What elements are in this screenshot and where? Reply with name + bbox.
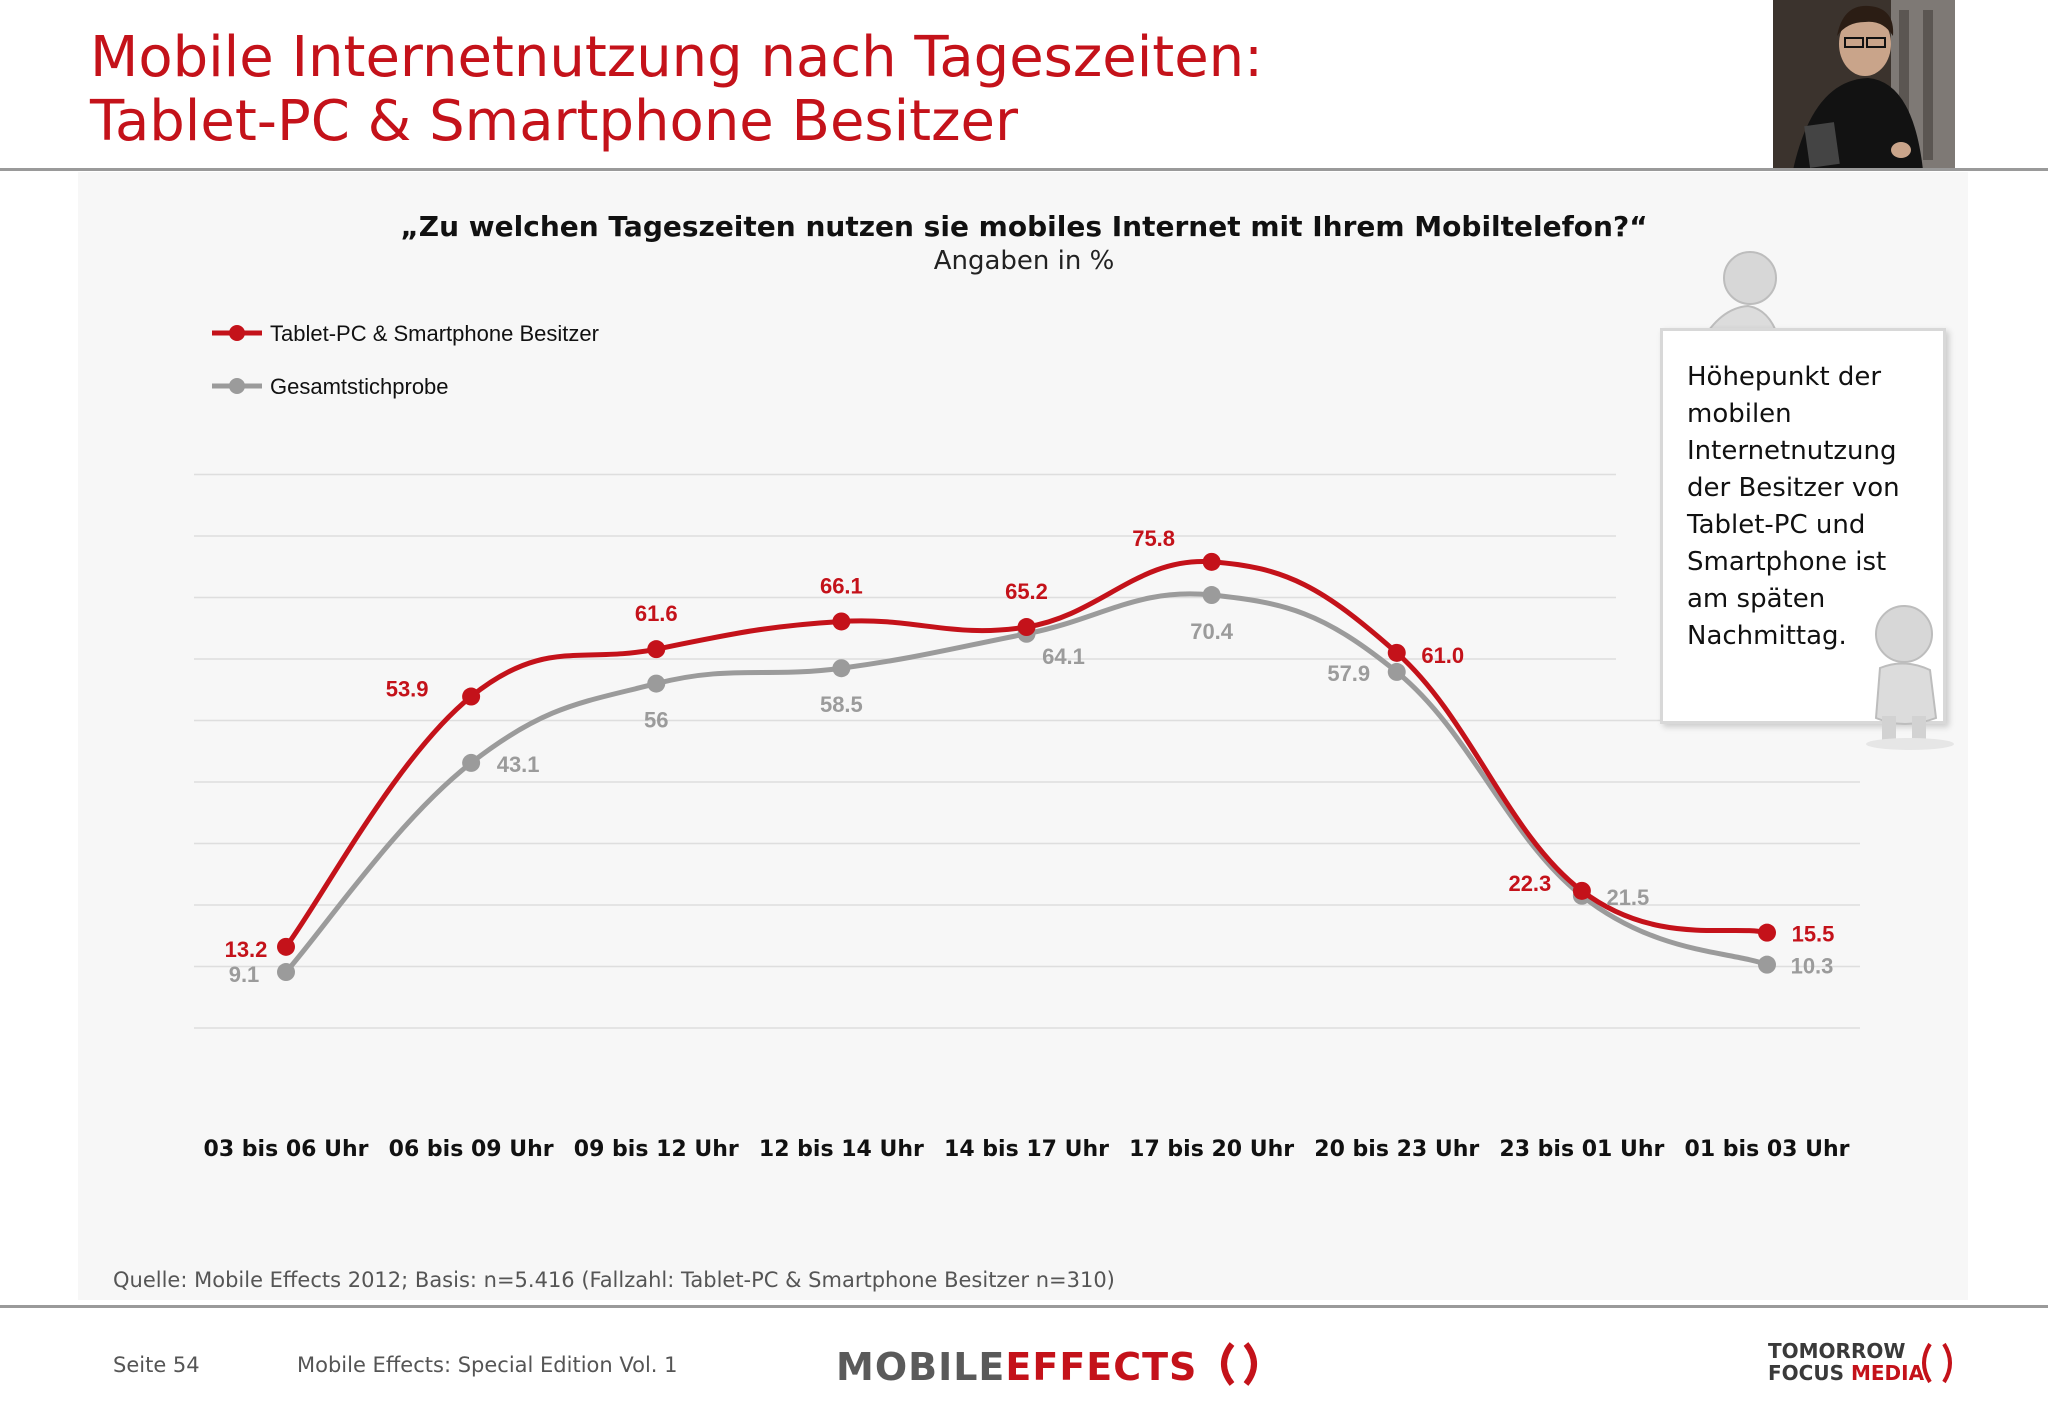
x-tick-label: 23 bis 01 Uhr	[1499, 1137, 1664, 1162]
page-number: Seite 54	[113, 1353, 200, 1377]
data-label-total: 57.9	[1327, 661, 1370, 686]
edition-label: Mobile Effects: Special Edition Vol. 1	[297, 1353, 678, 1377]
logo-bracket-icon	[1220, 1342, 1257, 1386]
data-point-owners	[1572, 881, 1591, 900]
x-tick-label: 14 bis 17 Uhr	[944, 1137, 1109, 1162]
callout-text: Höhepunkt der mobilen Internetnutzung de…	[1687, 359, 1917, 655]
data-label-owners: 53.9	[386, 677, 429, 702]
source-note: Quelle: Mobile Effects 2012; Basis: n=5.…	[113, 1268, 1115, 1292]
callout-line: Höhepunkt der	[1687, 362, 1882, 392]
data-label-owners: 61.6	[635, 601, 678, 626]
x-tick-label: 20 bis 23 Uhr	[1314, 1137, 1479, 1162]
data-label-owners: 66.1	[820, 573, 863, 598]
data-point-owners	[1758, 923, 1776, 942]
series-line-total	[283, 591, 1770, 975]
callout-line: Nachmittag.	[1687, 621, 1847, 651]
data-label-owners: 22.3	[1508, 871, 1551, 896]
legend-marker-owners	[229, 325, 245, 341]
callout-line: Internetnutzung	[1687, 436, 1897, 466]
tfm-bracket-icon	[1922, 1342, 1952, 1384]
x-tick-label: 06 bis 09 Uhr	[389, 1137, 554, 1162]
callout-line: der Besitzer von	[1687, 473, 1900, 503]
chart-panel	[78, 172, 1968, 1300]
data-label-total: 64.1	[1042, 644, 1085, 669]
data-label-total: 21.5	[1606, 885, 1649, 910]
data-label-total: 10.3	[1791, 954, 1834, 979]
title-line-2: Tablet-PC & Smartphone Besitzer	[90, 89, 1018, 154]
legend-marker-total	[229, 378, 245, 394]
data-point-owners	[832, 612, 851, 631]
header-photo	[1773, 0, 1955, 170]
data-point-total	[462, 753, 481, 772]
x-tick-label: 09 bis 12 Uhr	[574, 1137, 739, 1162]
data-point-owners	[1202, 552, 1221, 571]
callout-line: Smartphone ist	[1687, 547, 1887, 577]
data-label-total: 58.5	[820, 692, 863, 717]
data-label-total: 9.1	[229, 962, 260, 987]
x-tick-label: 01 bis 03 Uhr	[1685, 1137, 1850, 1162]
x-tick-label: 17 bis 20 Uhr	[1129, 1137, 1294, 1162]
tomorrow-focus-media-logo: TOMORROW FOCUS MEDIA	[1768, 1340, 1924, 1384]
logo-line-1: TOMORROW	[1768, 1339, 1906, 1363]
data-label-total: 43.1	[497, 752, 540, 777]
logo-text-focus: FOCUS	[1768, 1361, 1844, 1385]
figure-bottom-icon	[1866, 605, 1954, 750]
title-line-1: Mobile Internetnutzung nach Tageszeiten:	[90, 25, 1264, 90]
callout-box: Höhepunkt der mobilen Internetnutzung de…	[1660, 328, 1946, 724]
data-point-total	[1202, 586, 1221, 605]
data-point-total	[1758, 955, 1776, 974]
data-point-owners	[1387, 643, 1406, 662]
data-point-total	[832, 659, 851, 678]
data-label-owners: 75.8	[1132, 526, 1175, 551]
data-label-owners: 13.2	[225, 937, 268, 962]
footer-rule	[0, 1305, 2048, 1308]
data-label-owners: 65.2	[1005, 579, 1048, 604]
callout-line: mobilen	[1687, 399, 1792, 429]
callout-line: am späten	[1687, 584, 1826, 614]
mobile-effects-logo: MOBILEEFFECTS	[836, 1340, 1266, 1389]
data-point-owners	[1017, 618, 1036, 637]
data-label-owners: 15.5	[1792, 922, 1835, 947]
logo-text-media: MEDIA	[1850, 1361, 1925, 1385]
data-point-total	[647, 674, 666, 693]
data-label-total: 56	[644, 708, 668, 733]
data-point-owners	[462, 687, 481, 706]
data-point-total	[1387, 662, 1406, 681]
x-tick-label: 03 bis 06 Uhr	[204, 1137, 369, 1162]
chart-subtitle: Angaben in %	[933, 246, 1115, 276]
logo-text-mobile: MOBILE	[836, 1345, 1006, 1389]
header-rule	[0, 168, 2048, 171]
callout-line: Tablet-PC und	[1687, 510, 1866, 540]
x-tick-label: 12 bis 14 Uhr	[759, 1137, 924, 1162]
legend-label-owners: Tablet-PC & Smartphone Besitzer	[270, 321, 599, 346]
data-point-owners	[647, 640, 666, 659]
data-label-owners: 61.0	[1421, 643, 1464, 668]
data-point-owners	[277, 937, 295, 956]
page-title: Mobile Internetnutzung nach Tageszeiten:…	[90, 26, 1263, 154]
data-point-total	[277, 963, 295, 982]
data-label-total: 70.4	[1190, 619, 1234, 644]
logo-text-effects: EFFECTS	[1005, 1345, 1198, 1389]
legend-label-total: Gesamtstichprobe	[270, 374, 449, 399]
chart-title: „Zu welchen Tageszeiten nutzen sie mobil…	[400, 210, 1648, 243]
